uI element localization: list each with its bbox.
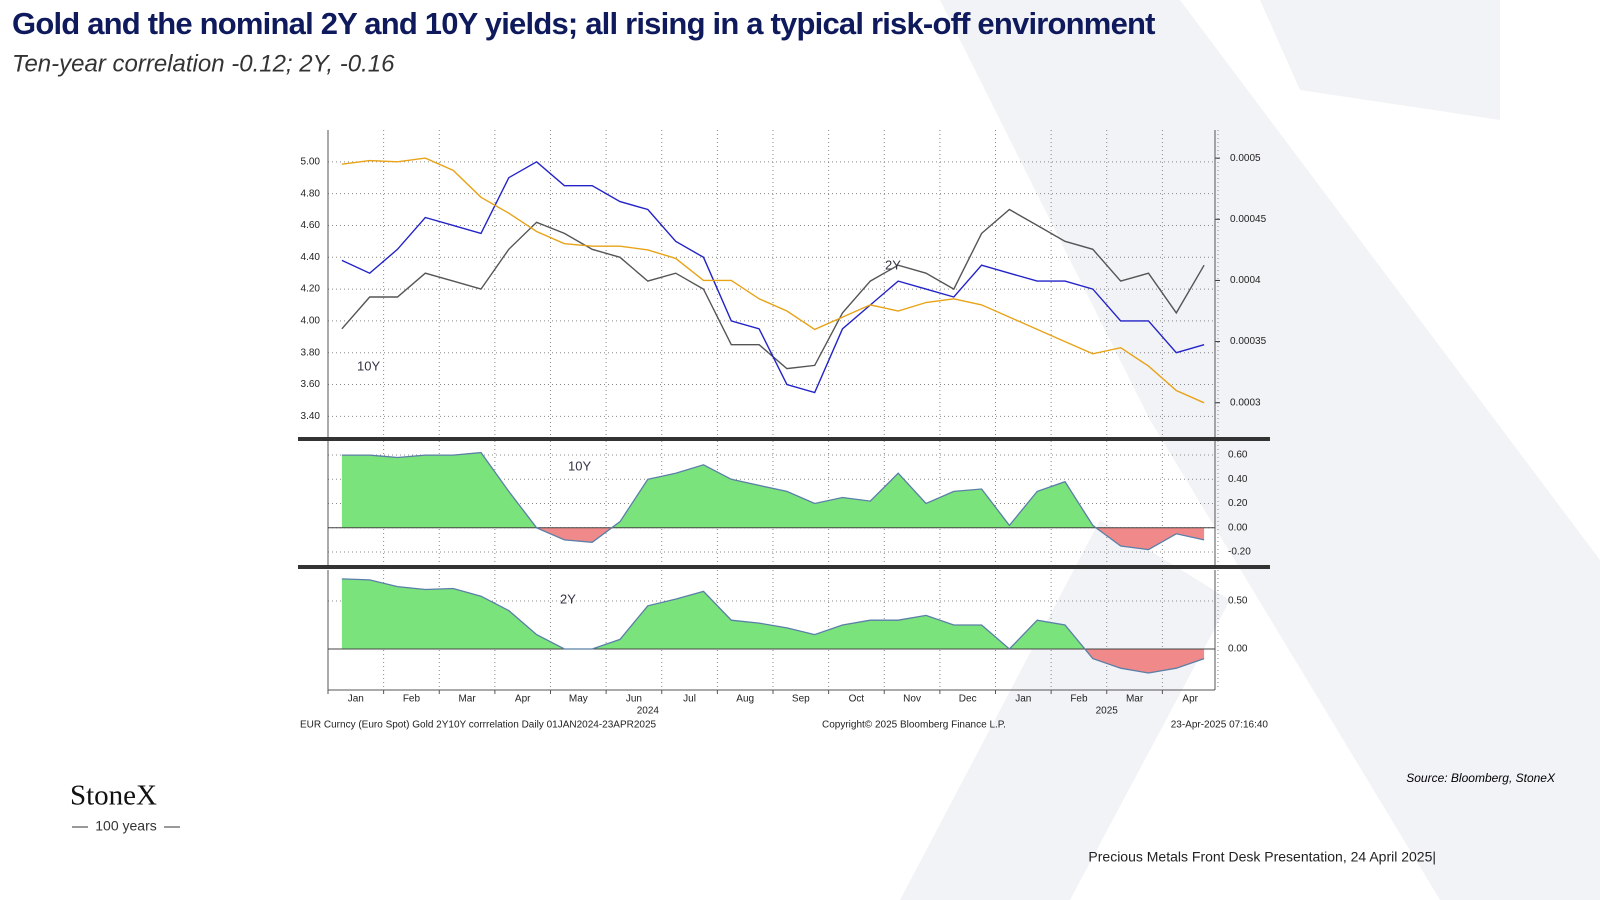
series-line <box>341 157 1205 404</box>
x-tick-label: Dec <box>959 694 977 705</box>
x-tick-label: Jan <box>348 694 364 705</box>
x-tick-label: Jun <box>626 694 642 705</box>
logo: StoneX <box>70 780 157 812</box>
x-tick-label: Apr <box>1182 694 1198 705</box>
source: Source: Bloomberg, StoneX <box>1406 771 1556 785</box>
x-tick-label: Mar <box>458 694 476 705</box>
series-label: 2Y <box>885 257 901 272</box>
x-tick-label: Feb <box>1070 694 1088 705</box>
area-positive <box>341 452 1097 528</box>
y-tick-label: 5.00 <box>301 156 321 167</box>
series-label: 10Y <box>357 358 380 373</box>
series-line <box>341 160 1205 394</box>
y2-tick-label: 0.0005 <box>1230 153 1261 164</box>
y-tick-label: 4.40 <box>301 252 321 263</box>
y2-tick-label: 0.00045 <box>1230 214 1267 225</box>
y-tick-label: 0.20 <box>1228 498 1248 509</box>
y-tick-label: 3.40 <box>301 411 321 422</box>
slide-title: Gold and the nominal 2Y and 10Y yields; … <box>12 6 1155 41</box>
watermark-stroke <box>1260 0 1500 120</box>
x-tick-label: Jul <box>683 694 696 705</box>
x-tick-label: Feb <box>403 694 421 705</box>
y-tick-label: 3.80 <box>301 347 321 358</box>
copyright: Copyright© 2025 Bloomberg Finance L.P. <box>822 720 1006 731</box>
y2-tick-label: 0.0003 <box>1230 397 1261 408</box>
x-tick-label: Oct <box>849 694 865 705</box>
y-tick-label: 0.50 <box>1228 596 1248 607</box>
y-tick-label: 4.20 <box>301 284 321 295</box>
timestamp: 23-Apr-2025 07:16:40 <box>1171 720 1269 731</box>
x-tick-label: Apr <box>515 694 531 705</box>
area-negative <box>341 527 1205 550</box>
chart-note: EUR Curncy (Euro Spot) Gold 2Y10Y corrre… <box>300 720 657 731</box>
slide-subtitle: Ten-year correlation -0.12; 2Y, -0.16 <box>12 50 395 77</box>
presentation-footer: Precious Metals Front Desk Presentation,… <box>1088 849 1436 865</box>
x-year-label: 2025 <box>1096 706 1119 717</box>
series-label: 10Y <box>568 458 591 473</box>
x-tick-label: Aug <box>736 694 754 705</box>
chart: 3.40 3.60 3.80 4.00 4.20 4.40 4.60 4.80 5.00 0.00… <box>298 130 1270 717</box>
watermark <box>900 0 1600 900</box>
y-tick-label: 4.60 <box>301 220 321 231</box>
y-tick-label: 4.80 <box>301 188 321 199</box>
y-tick-label: 3.60 <box>301 379 321 390</box>
y-tick-label: 0.40 <box>1228 474 1248 485</box>
y-tick-label: 0.60 <box>1228 450 1248 461</box>
y2-tick-label: 0.00035 <box>1230 336 1267 347</box>
area-outline <box>341 451 1205 551</box>
x-tick-label: May <box>569 694 588 705</box>
y-tick-label: 0.00 <box>1228 522 1248 533</box>
area-outline <box>341 578 1205 674</box>
logo-subtitle: 100 years <box>95 818 156 834</box>
y2-tick-label: 0.0004 <box>1230 275 1261 286</box>
x-year-label: 2024 <box>637 706 660 717</box>
x-tick-label: Nov <box>903 694 921 705</box>
area-negative <box>341 649 1205 673</box>
series-label: 2Y <box>560 591 576 606</box>
y-tick-label: -0.20 <box>1228 547 1251 558</box>
y-tick-label: 0.00 <box>1228 644 1248 655</box>
x-tick-label: Sep <box>792 694 810 705</box>
x-tick-label: Jan <box>1015 694 1031 705</box>
watermark-stroke <box>900 520 1230 900</box>
y-tick-label: 4.00 <box>301 316 321 327</box>
x-tick-label: Mar <box>1126 694 1144 705</box>
